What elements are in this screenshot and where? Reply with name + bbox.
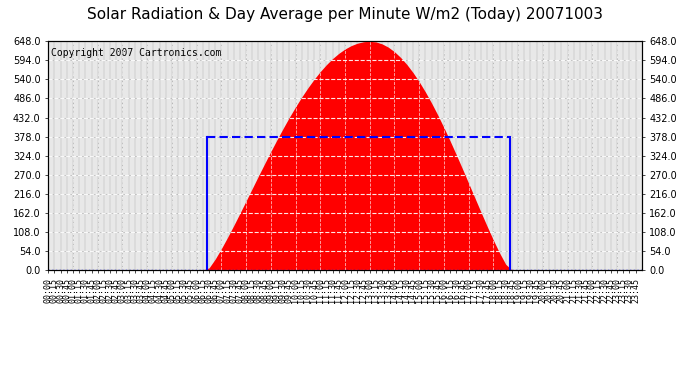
Text: Copyright 2007 Cartronics.com: Copyright 2007 Cartronics.com xyxy=(51,48,221,58)
Text: Solar Radiation & Day Average per Minute W/m2 (Today) 20071003: Solar Radiation & Day Average per Minute… xyxy=(87,8,603,22)
